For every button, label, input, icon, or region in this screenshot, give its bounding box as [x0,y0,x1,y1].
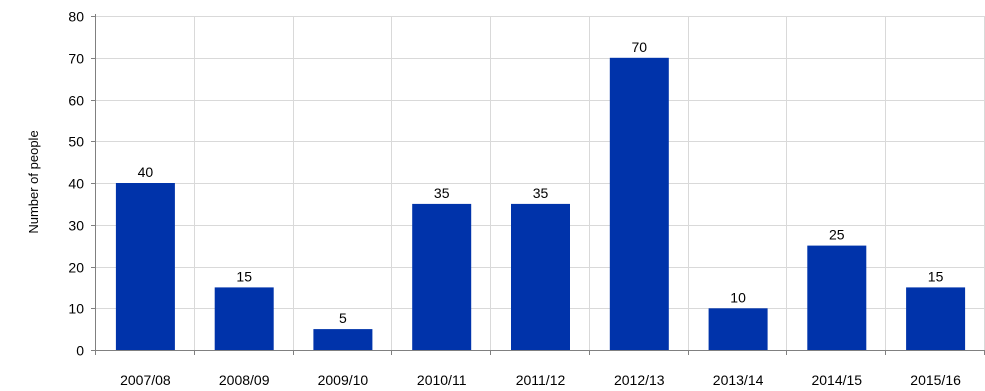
bar [807,245,867,350]
data-label: 70 [632,39,648,55]
y-tick-label: 0 [76,343,84,359]
x-tick-label: 2011/12 [516,372,566,388]
y-tick-label: 20 [68,260,84,276]
y-tick-label: 80 [68,9,84,25]
data-label: 25 [829,227,845,243]
bar [115,183,175,350]
y-axis-title: Number of people [26,130,41,233]
x-tick-label: 2013/14 [713,372,764,388]
bar [313,329,373,350]
axes [91,14,985,355]
data-label: 5 [339,310,347,326]
bar [708,308,768,351]
x-tick-label: 2012/13 [614,372,665,388]
x-tick-label: 2007/08 [120,372,171,388]
bars [115,57,966,351]
data-label: 15 [236,268,252,284]
y-tick-label: 30 [68,218,84,234]
data-label: 15 [928,268,944,284]
data-label: 40 [138,164,154,180]
y-tick-label: 10 [68,301,84,317]
x-tick-label: 2010/11 [417,372,467,388]
bar [214,287,274,350]
data-label: 10 [730,289,746,305]
y-tick-label: 40 [68,176,84,192]
gridlines [96,16,985,350]
y-tick-label: 70 [68,51,84,67]
labels: 402007/08152008/0952009/10352010/1135201… [68,9,961,389]
x-tick-label: 2008/09 [219,372,270,388]
data-label: 35 [533,185,549,201]
bar [412,203,472,350]
x-tick-label: 2014/15 [811,372,862,388]
bar [609,57,669,351]
bar [511,203,570,350]
y-tick-label: 60 [68,93,84,109]
data-label: 35 [434,185,450,201]
y-tick-label: 50 [68,134,84,150]
bar [906,287,966,350]
x-tick-label: 2009/10 [318,372,369,388]
x-tick-label: 2015/16 [910,372,961,388]
